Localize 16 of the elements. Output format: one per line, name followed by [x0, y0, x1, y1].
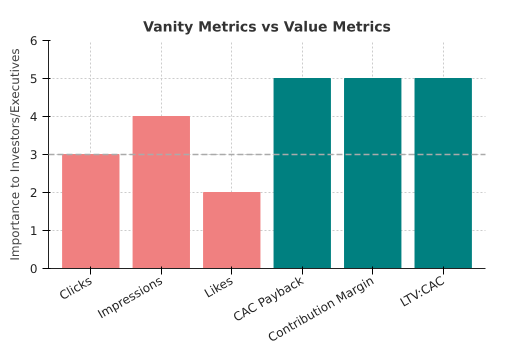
bar [414, 78, 472, 268]
y-tick-label: 3 [30, 148, 38, 162]
bar [62, 154, 120, 268]
bar [274, 78, 331, 268]
y-tick-label: 4 [30, 110, 38, 124]
y-axis-title: Importance to Investors/Executives [8, 48, 22, 261]
bar [132, 116, 190, 268]
x-tick-label: Likes [202, 273, 236, 301]
y-tick-label: 0 [30, 262, 38, 276]
y-tick-label: 2 [30, 186, 38, 200]
bar [344, 78, 402, 268]
y-tick-label: 6 [30, 34, 38, 48]
chart-title: Vanity Metrics vs Value Metrics [143, 20, 391, 36]
y-tick-label: 1 [30, 224, 38, 238]
y-tick-label: 5 [30, 72, 38, 86]
bar [203, 192, 260, 268]
